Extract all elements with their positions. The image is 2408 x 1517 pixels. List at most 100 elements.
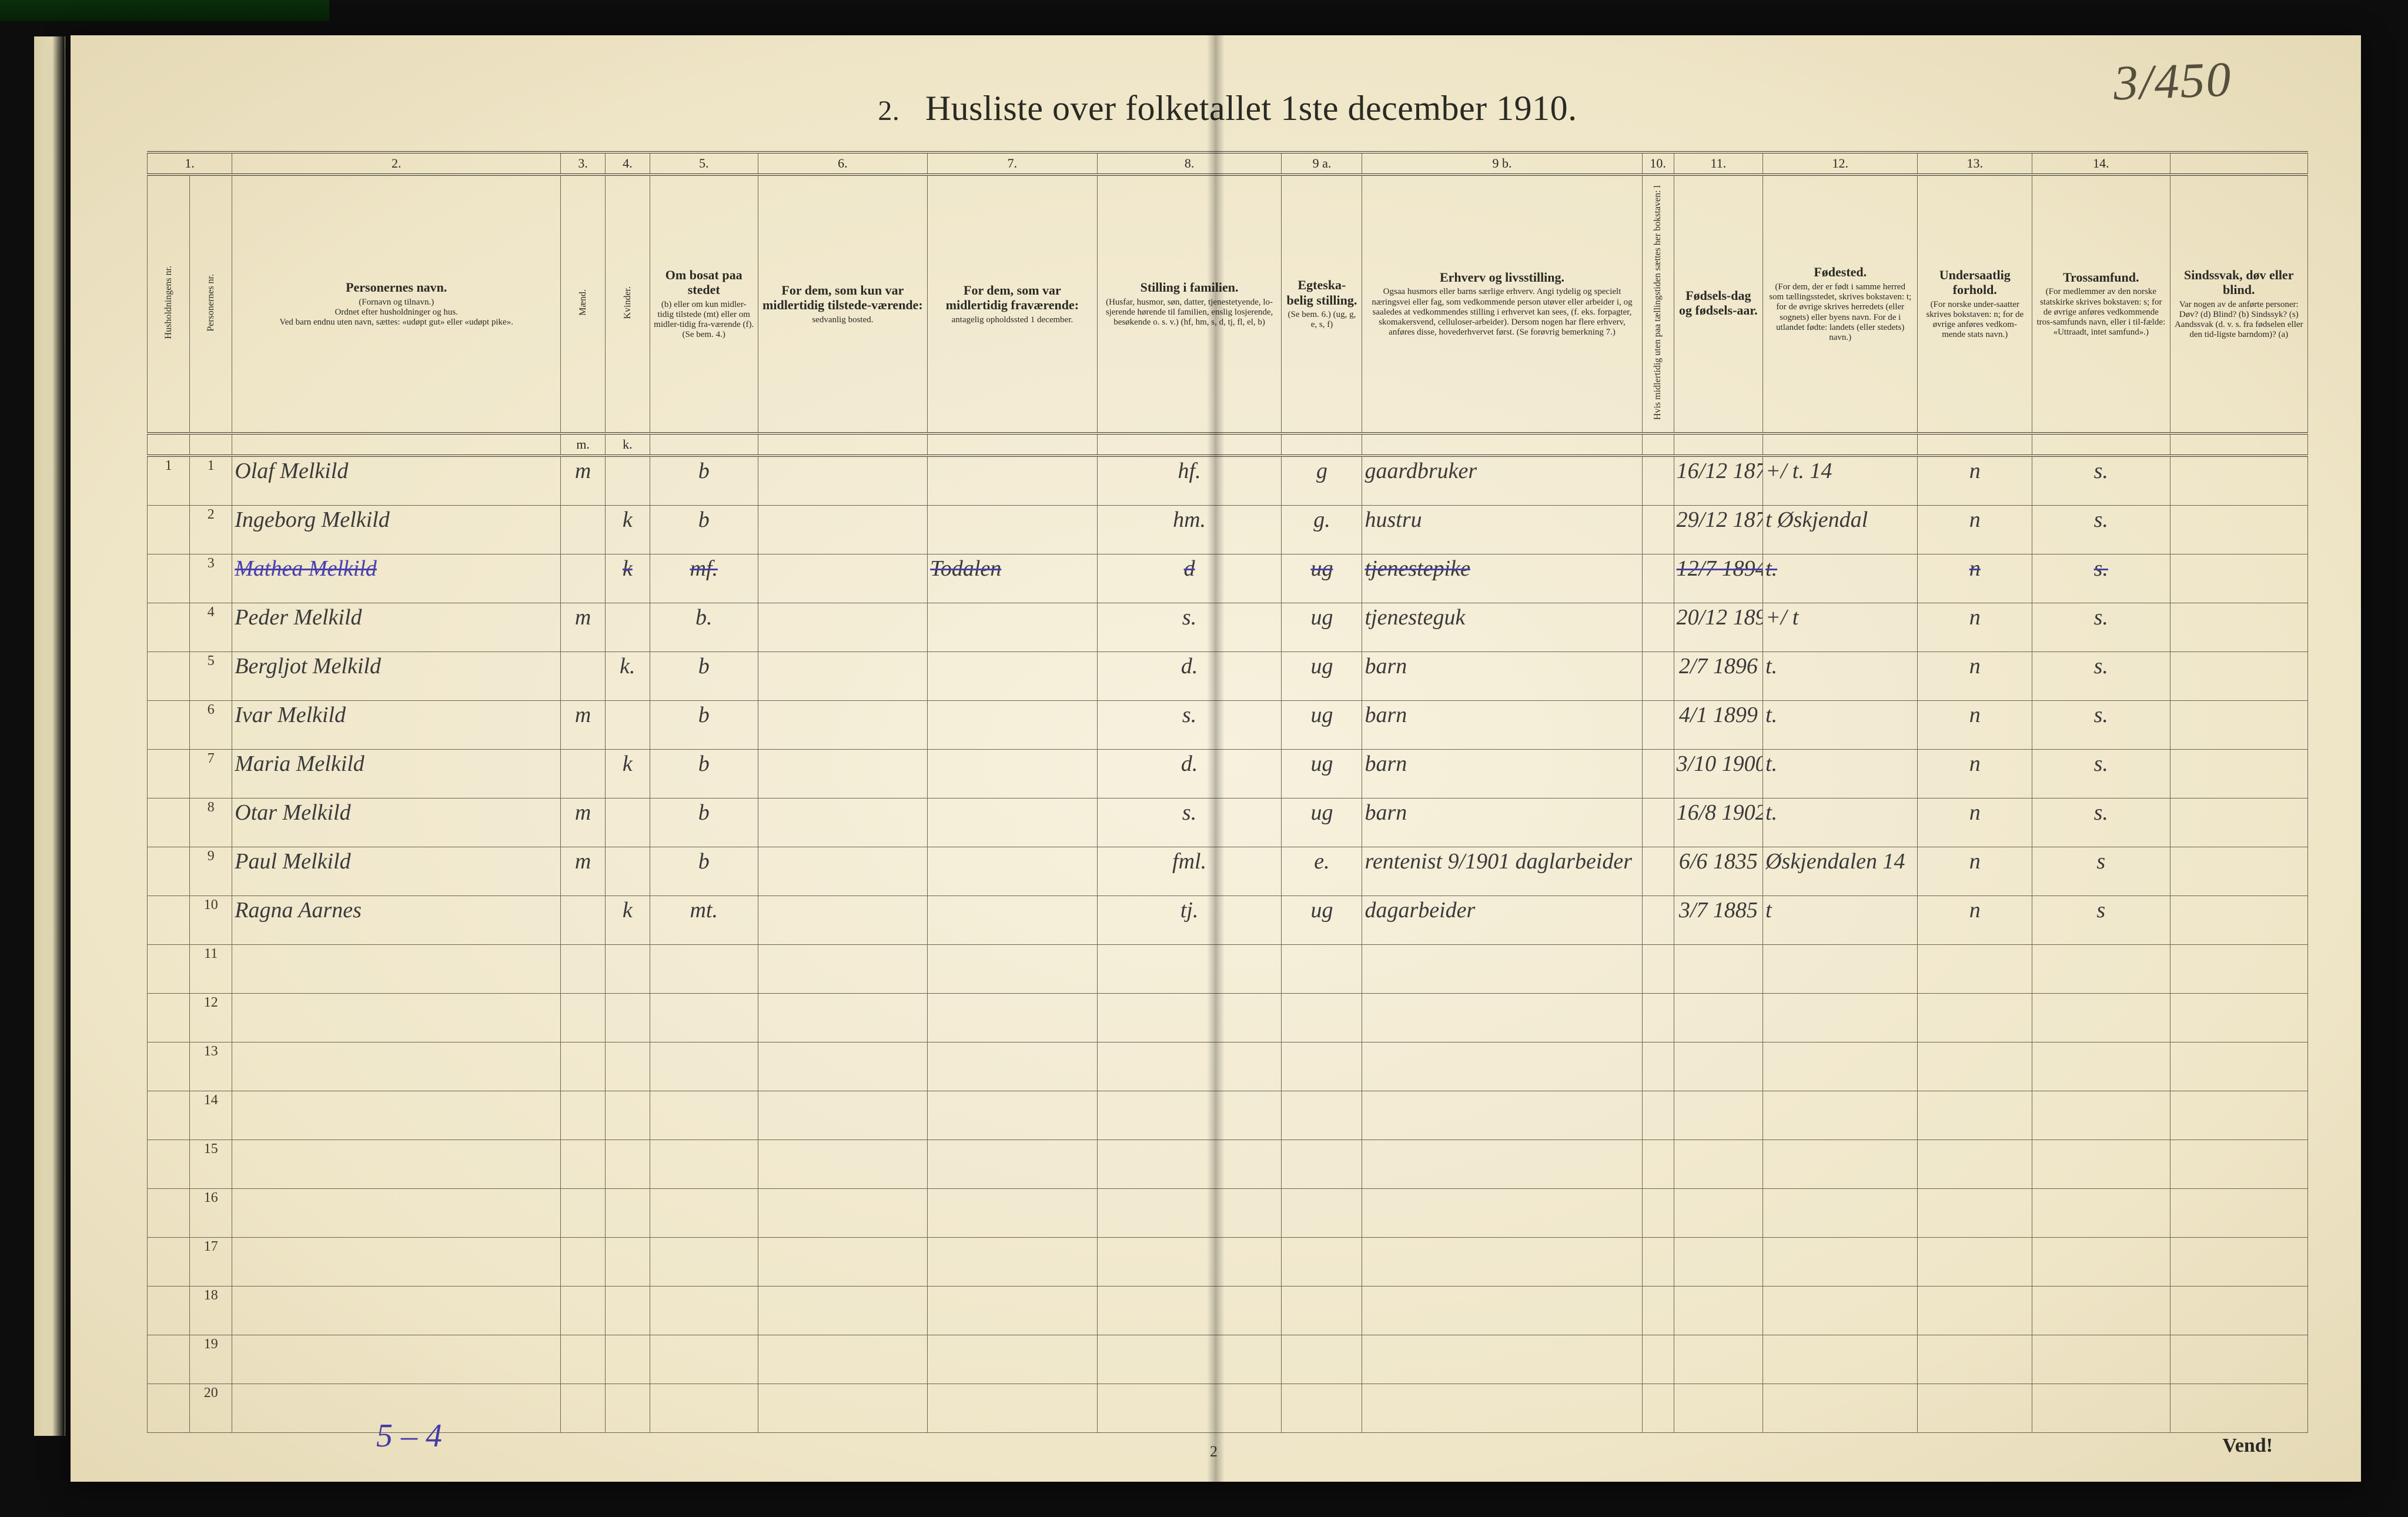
cell-person-nr: 2 [190,505,232,554]
cell-person-nr: 14 [190,1091,232,1140]
cell-blank [1642,1237,1674,1286]
pencil-annotation: 3/450 [2112,51,2233,112]
table-row: 12 [148,993,2308,1042]
cell-household-nr [148,651,190,700]
cell-blank [606,1384,650,1432]
cell-nationality: n [1918,456,2032,506]
cell-household-nr [148,700,190,749]
cell-blank [650,1335,758,1384]
cell-blank [1097,993,1282,1042]
cell-temp-absent [928,847,1098,896]
cell-person-nr: 13 [190,1042,232,1091]
colnum-12: 12. [1763,152,1918,175]
cell-temp-absent [928,603,1098,651]
cell-blank [1763,1140,1918,1188]
cell-person-nr: 4 [190,603,232,651]
cell-person-nr: 11 [190,944,232,993]
hdr-marital: Egteska-belig stilling. (Se bem. 6.) (ug… [1282,175,1362,433]
cell-person-nr: 15 [190,1140,232,1188]
cell-blank [1918,1140,2032,1188]
cell-person-nr: 18 [190,1286,232,1335]
cell-religion: s. [2032,505,2170,554]
table-row: 10Ragna Aarneskmt.tj.ugdagarbeider3/7 18… [148,896,2308,944]
cell-resident: mf. [650,554,758,603]
cell-blank [758,1091,928,1140]
hdr-temp-absent: For dem, som var midlertidig fraværende:… [928,175,1098,433]
cell-birthplace: t [1763,896,1918,944]
cell-religion: s. [2032,700,2170,749]
hdr-family-position: Stilling i familien. (Husfar, husmor, sø… [1097,175,1282,433]
colnum-1: 1. [148,152,232,175]
cell-religion: s [2032,896,2170,944]
cell-if-away [1642,847,1674,896]
cell-blank [758,1335,928,1384]
cell-resident: b. [650,603,758,651]
hdr-birthplace: Fødested. (For dem, der er født i samme … [1763,175,1918,433]
cell-temp-absent [928,456,1098,506]
cell-blank [1642,1188,1674,1237]
table-row: 19 [148,1335,2308,1384]
cell-blank [606,993,650,1042]
cell-birthplace: Øskjendalen 14 [1763,847,1918,896]
cell-if-away [1642,798,1674,847]
cell-blank [2170,1335,2308,1384]
cell-if-away [1642,603,1674,651]
cell-blank [1918,1286,2032,1335]
cell-disability [2170,700,2308,749]
cell-blank [650,993,758,1042]
table-row: 15 [148,1140,2308,1188]
cell-person-nr: 6 [190,700,232,749]
cell-household-nr [148,505,190,554]
cell-nationality: n [1918,505,2032,554]
cell-occupation: tjenesteguk [1362,603,1642,651]
table-row: 2Ingeborg Melkildkbhm.g.hustru29/12 1870… [148,505,2308,554]
cell-resident: b [650,456,758,506]
cell-blank [650,1140,758,1188]
cell-sex-m: m [561,456,606,506]
cell-blank [1282,1384,1362,1432]
cell-blank [2032,1140,2170,1188]
cell-blank [1282,1335,1362,1384]
cell-blank [650,1237,758,1286]
cell-name: Ragna Aarnes [232,896,561,944]
subhdr-k: k. [606,433,650,456]
cell-name: Olaf Melkild [232,456,561,506]
cell-nationality: n [1918,603,2032,651]
table-row: 9Paul Melkildmbfml.e.rentenist 9/1901 da… [148,847,2308,896]
cell-blank [758,993,928,1042]
colnum-9a: 9 a. [1282,152,1362,175]
cell-occupation: barn [1362,700,1642,749]
cell-household-nr [148,603,190,651]
cell-sex-k [606,798,650,847]
cell-sex-k [606,700,650,749]
cell-person-nr: 3 [190,554,232,603]
cell-blank [561,1335,606,1384]
cell-blank [1282,1091,1362,1140]
cell-sex-k: k [606,896,650,944]
turn-over-label: Vend! [2222,1435,2273,1457]
cell-blank [1674,1091,1762,1140]
cell-marital: ug [1282,603,1362,651]
cell-nationality: n [1918,847,2032,896]
cell-temp-present [758,456,928,506]
cell-birthdate: 16/8 1902 [1674,798,1762,847]
scan-frame: 3/450 2. Husliste over folketallet 1ste … [0,0,2408,1517]
cell-marital: ug [1282,651,1362,700]
hdr-resident: Om bosat paa stedet (b) eller om kun mid… [650,175,758,433]
cell-blank [1642,1042,1674,1091]
cell-occupation: rentenist 9/1901 daglarbeider [1362,847,1642,896]
colnum-9b: 9 b. [1362,152,1642,175]
cell-blank [1097,944,1282,993]
cell-blank [758,1140,928,1188]
cell-blank [928,1091,1098,1140]
cell-blank [2170,1091,2308,1140]
table-row: 11 [148,944,2308,993]
cell-temp-present [758,603,928,651]
table-row: 13 [148,1042,2308,1091]
cell-birthplace: t. [1763,798,1918,847]
cell-blank [758,1042,928,1091]
cell-disability [2170,456,2308,506]
column-totals: 5 – 4 [376,1417,442,1455]
colnum-6: 6. [758,152,928,175]
table-row: 8Otar Melkildmbs.ugbarn16/8 1902t.ns. [148,798,2308,847]
